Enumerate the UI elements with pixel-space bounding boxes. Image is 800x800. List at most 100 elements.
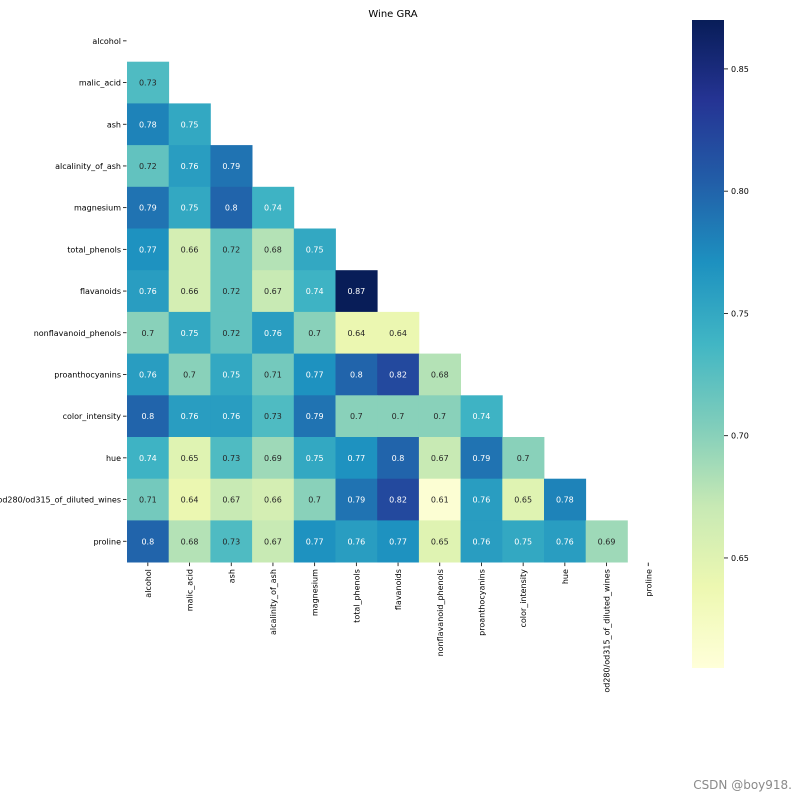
heatmap-cell <box>252 228 295 271</box>
heatmap-cell <box>252 437 295 480</box>
cell-value-label: 0.65 <box>181 454 199 463</box>
cell-value-label: 0.78 <box>556 496 574 505</box>
heatmap-cell <box>252 395 295 438</box>
heatmap-cell <box>502 437 545 480</box>
cell-value-label: 0.76 <box>139 370 157 379</box>
heatmap-cell <box>585 520 628 563</box>
cell-value-label: 0.72 <box>222 245 240 254</box>
heatmap-cell <box>168 437 211 480</box>
cell-value-label: 0.73 <box>222 454 240 463</box>
heatmap-cell <box>127 395 170 438</box>
cell-value-label: 0.79 <box>222 162 240 171</box>
cell-value-label: 0.7 <box>308 329 321 338</box>
cell-value-label: 0.65 <box>431 537 449 546</box>
heatmap-cell <box>127 228 170 271</box>
cell-value-label: 0.68 <box>264 245 282 254</box>
heatmap-cell <box>210 353 253 396</box>
heatmap-cell <box>127 478 170 521</box>
x-tick-label: od280/od315_of_diluted_wines <box>603 569 612 693</box>
heatmap-cell <box>252 478 295 521</box>
cell-value-label: 0.82 <box>389 370 407 379</box>
x-tick-label: nonflavanoid_phenols <box>436 569 445 656</box>
cell-value-label: 0.72 <box>222 287 240 296</box>
x-tick-label: malic_acid <box>186 569 195 611</box>
cell-value-label: 0.64 <box>389 329 407 338</box>
cell-value-label: 0.77 <box>139 245 157 254</box>
cell-value-label: 0.7 <box>183 370 196 379</box>
heatmap-cell <box>293 395 336 438</box>
colorbar-tick-label: 0.75 <box>731 309 749 318</box>
heatmap-cell <box>252 353 295 396</box>
heatmap-cell <box>210 437 253 480</box>
y-tick-label: alcohol <box>92 37 121 46</box>
cell-value-label: 0.67 <box>264 537 282 546</box>
heatmap-cell <box>252 270 295 313</box>
cell-value-label: 0.64 <box>347 329 365 338</box>
heatmap-cell <box>293 228 336 271</box>
colorbar-tick-labels: 0.65 0.70 0.75 0.80 0.85 <box>724 65 749 563</box>
cell-value-label: 0.69 <box>264 454 282 463</box>
heatmap-cell <box>418 437 461 480</box>
heatmap-cell <box>544 478 587 521</box>
cell-value-label: 0.67 <box>264 287 282 296</box>
cell-value-label: 0.64 <box>181 496 199 505</box>
y-tick-label: hue <box>106 454 121 463</box>
colorbar-tick-label: 0.70 <box>731 432 749 441</box>
cell-value-label: 0.68 <box>431 370 449 379</box>
cell-value-label: 0.72 <box>222 329 240 338</box>
cell-value-label: 0.76 <box>556 537 574 546</box>
x-tick-label: magnesium <box>311 569 320 616</box>
heatmap-cell <box>210 228 253 271</box>
watermark: CSDN @boy918. <box>693 778 792 792</box>
cell-value-label: 0.69 <box>598 537 616 546</box>
heatmap-cell <box>335 270 378 313</box>
y-tick-label: od280/od315_of_diluted_wines <box>0 496 121 505</box>
cell-value-label: 0.65 <box>514 496 532 505</box>
y-tick-label: magnesium <box>74 204 121 213</box>
cell-value-label: 0.71 <box>264 370 282 379</box>
heatmap-cell <box>127 186 170 229</box>
heatmap-cell <box>418 353 461 396</box>
heatmap-cell <box>210 478 253 521</box>
cell-value-label: 0.82 <box>389 496 407 505</box>
heatmap-cell <box>168 395 211 438</box>
x-tick-label: alcohol <box>144 569 153 598</box>
cell-value-label: 0.77 <box>389 537 407 546</box>
cell-value-label: 0.7 <box>350 412 363 421</box>
cell-value-label: 0.75 <box>181 120 199 129</box>
cell-value-label: 0.76 <box>139 287 157 296</box>
heatmap-cell <box>252 186 295 229</box>
colorbar-tick-label: 0.85 <box>731 65 749 74</box>
heatmap-cell <box>168 228 211 271</box>
y-tick-label: malic_acid <box>79 79 121 88</box>
heatmap-cell <box>544 520 587 563</box>
heatmap-cell <box>168 478 211 521</box>
cell-value-label: 0.77 <box>306 370 324 379</box>
cell-value-label: 0.7 <box>308 496 321 505</box>
heatmap-cell <box>168 145 211 188</box>
cell-value-label: 0.7 <box>141 329 154 338</box>
x-axis-tick-labels: alcohol malic_acid ash alcalinity_of_ash mag… <box>144 562 653 693</box>
cell-value-label: 0.74 <box>139 454 157 463</box>
heatmap-cell <box>335 478 378 521</box>
cell-value-label: 0.77 <box>347 454 365 463</box>
cell-value-label: 0.79 <box>473 454 491 463</box>
cell-value-label: 0.77 <box>306 537 324 546</box>
heatmap-cell <box>502 478 545 521</box>
heatmap-cell <box>127 270 170 313</box>
heatmap-cell <box>502 520 545 563</box>
cell-value-label: 0.74 <box>264 204 282 213</box>
heatmap-cell <box>418 395 461 438</box>
cell-value-label: 0.75 <box>306 454 324 463</box>
cell-value-label: 0.78 <box>139 120 157 129</box>
cell-value-label: 0.79 <box>306 412 324 421</box>
heatmap-cell <box>335 311 378 354</box>
cell-value-label: 0.66 <box>181 245 199 254</box>
heatmap-cell <box>293 311 336 354</box>
x-tick-label: hue <box>561 569 570 584</box>
heatmap-cell <box>210 520 253 563</box>
y-tick-label: proline <box>93 537 121 546</box>
cell-value-label: 0.79 <box>347 496 365 505</box>
cell-value-label: 0.76 <box>347 537 365 546</box>
cell-value-label: 0.76 <box>473 537 491 546</box>
